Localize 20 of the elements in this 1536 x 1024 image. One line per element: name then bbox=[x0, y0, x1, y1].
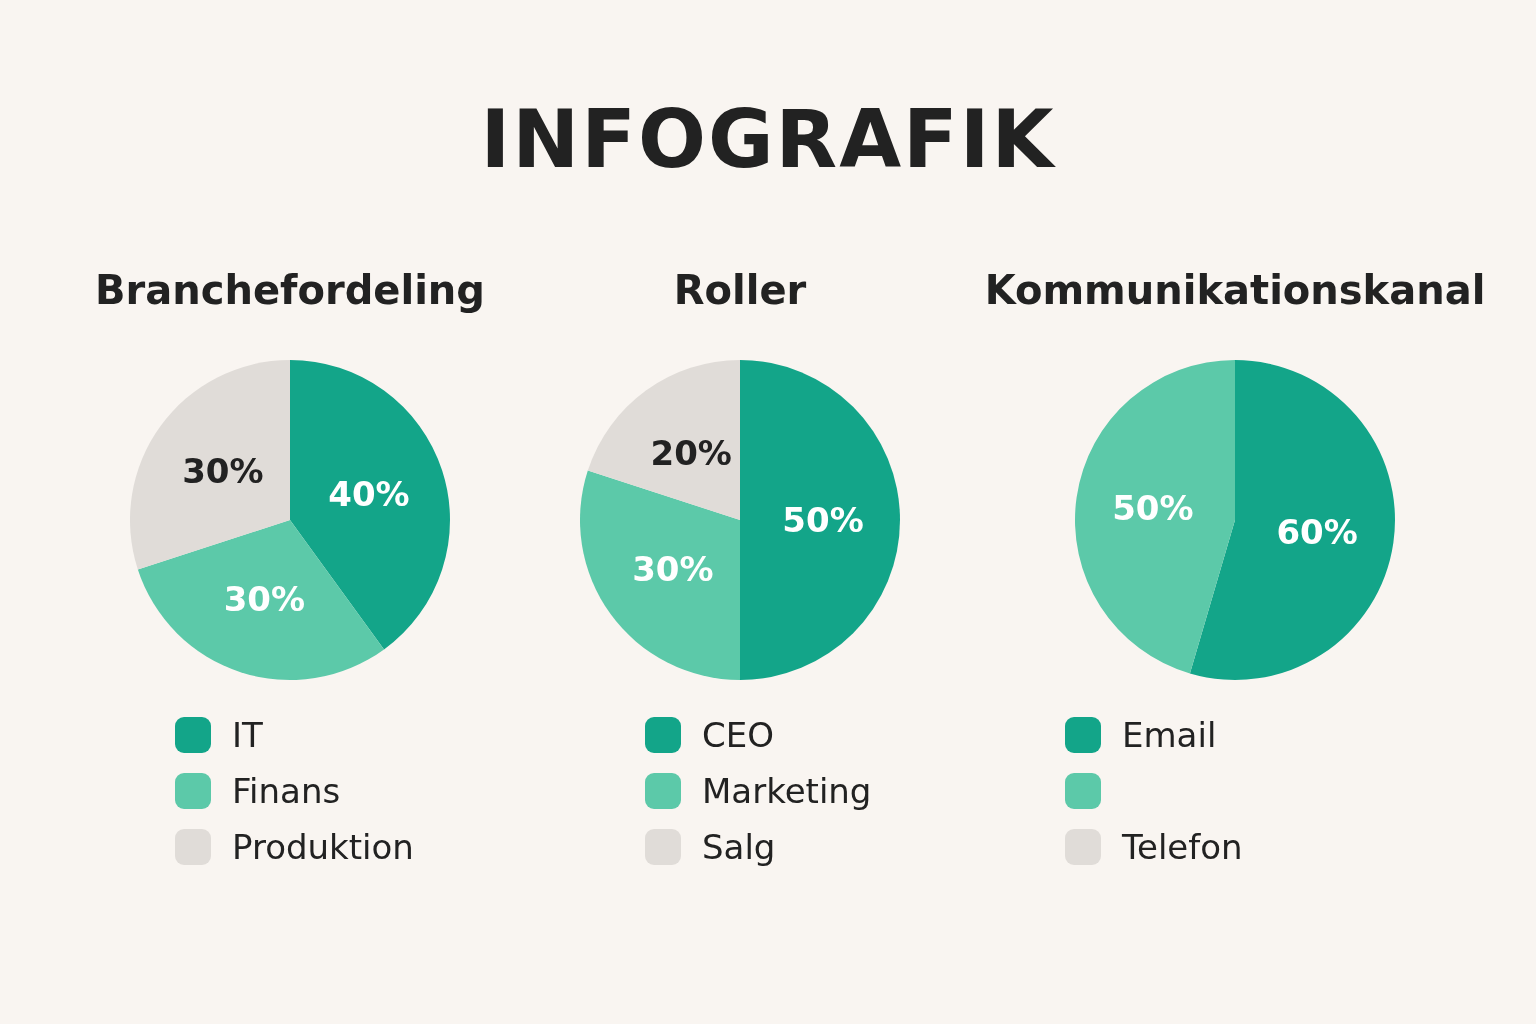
data-label: 30% bbox=[182, 451, 264, 492]
data-label: 40% bbox=[328, 474, 410, 515]
legend-label: CEO bbox=[702, 715, 774, 755]
chart-title: Kommunikationskanal bbox=[984, 267, 1486, 313]
data-label: 60% bbox=[1276, 511, 1358, 552]
chart-title: Roller bbox=[673, 267, 807, 313]
data-label: 30% bbox=[223, 578, 306, 619]
data-label: 20% bbox=[650, 432, 732, 473]
legend-label: Email bbox=[1122, 715, 1217, 755]
legend-label: Finans bbox=[232, 771, 341, 811]
chart-title: Branchefordeling bbox=[95, 267, 485, 313]
legend-label: IT bbox=[232, 715, 264, 755]
text: INFOGRAFIK bbox=[479, 92, 1057, 188]
legend-label: Produktion bbox=[232, 827, 414, 867]
data-label: 50% bbox=[782, 500, 864, 540]
data-label: 30% bbox=[632, 548, 714, 589]
legend-label: Salg bbox=[702, 827, 776, 867]
legend-label: Telefon bbox=[1121, 827, 1243, 867]
legend-label: Marketing bbox=[702, 771, 872, 811]
data-label: 50% bbox=[1112, 488, 1194, 529]
